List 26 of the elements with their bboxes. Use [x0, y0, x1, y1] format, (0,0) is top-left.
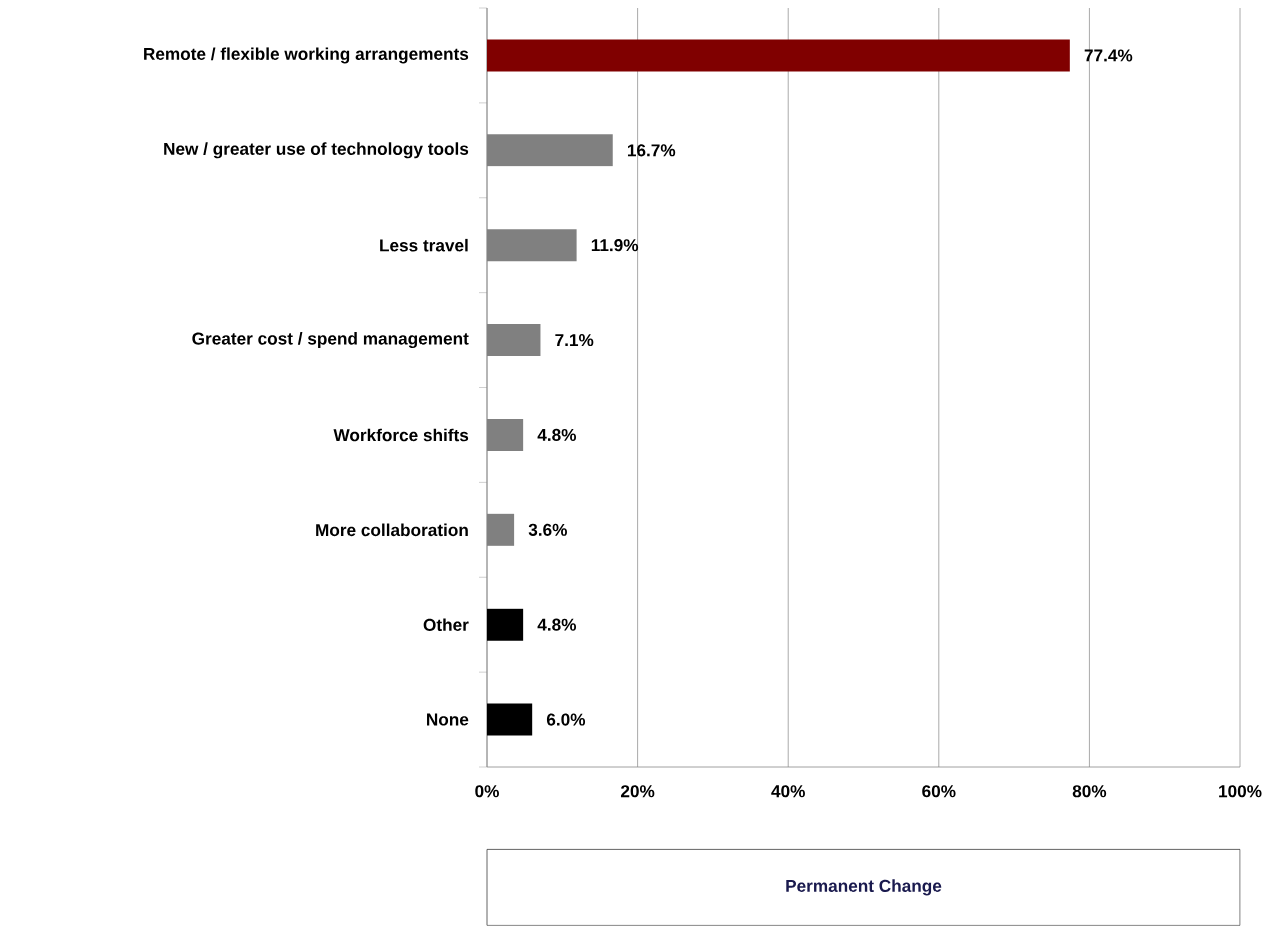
data-label: 16.7%: [627, 144, 676, 157]
data-label: 3.6%: [528, 523, 567, 537]
data-label: 6.0%: [546, 713, 586, 726]
y-tick-label: Less travel: [380, 238, 468, 252]
bar: [487, 608, 524, 641]
x-axis-title: Permanent Change: [786, 879, 942, 896]
bar: [487, 39, 1070, 72]
x-tick-label: 20%: [620, 785, 655, 798]
bar: [487, 703, 533, 736]
x-tick-label: 0%: [475, 785, 499, 798]
y-tick-label: Other: [423, 618, 469, 632]
data-label: 4.8%: [537, 428, 577, 442]
x-tick-label: 40%: [771, 785, 805, 798]
y-tick-label: None: [427, 713, 469, 726]
y-tick-label: New / greater use of technology tools: [164, 142, 469, 159]
data-label: 11.9%: [591, 239, 639, 252]
data-label: 7.1%: [555, 334, 594, 347]
y-tick-label: Workforce shifts: [333, 428, 469, 442]
x-tick-label: 80%: [1072, 785, 1107, 798]
y-tick-label: Greater cost / spend management: [192, 332, 469, 349]
data-label: 77.4%: [1084, 49, 1133, 62]
y-tick-label: More collaboration: [316, 523, 468, 537]
x-tick-label: 60%: [922, 785, 956, 798]
data-label: 4.8%: [537, 618, 577, 631]
y-tick-label: Remote / flexible working arrangements: [144, 47, 469, 64]
x-tick-label: 100%: [1219, 785, 1262, 798]
